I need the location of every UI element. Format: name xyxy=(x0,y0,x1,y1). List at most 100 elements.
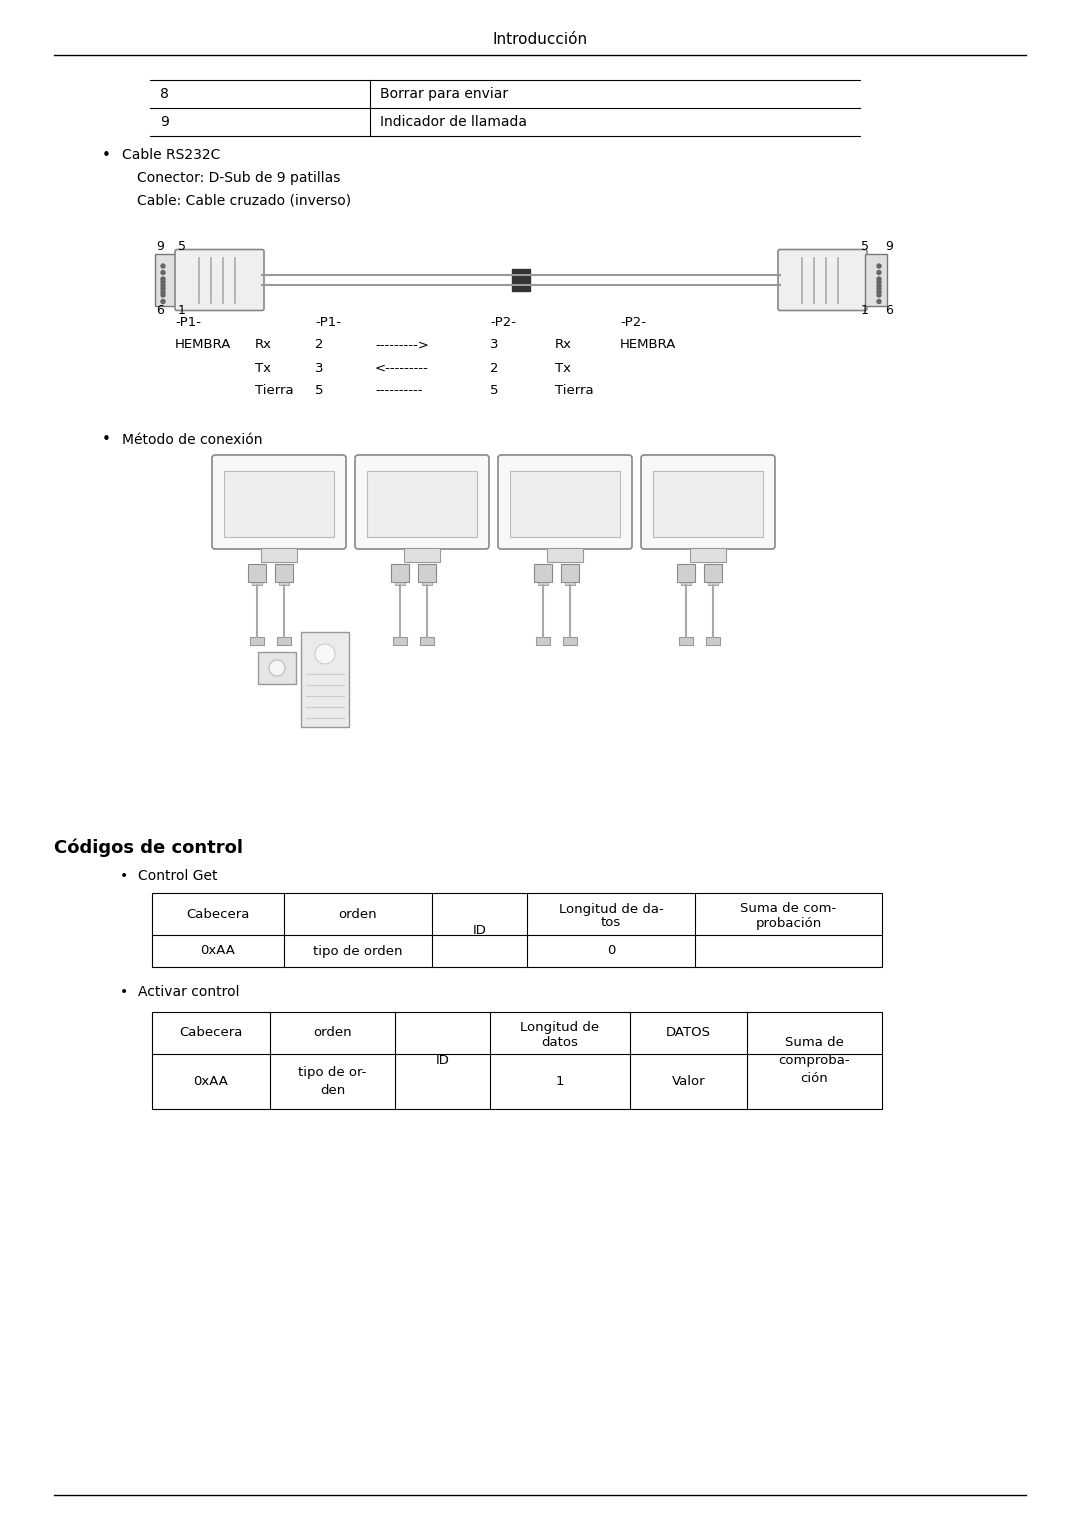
Text: ----------: ---------- xyxy=(375,385,422,397)
Text: Método de conexión: Método de conexión xyxy=(122,434,262,447)
Text: 3: 3 xyxy=(315,362,324,374)
Text: Longitud de da-: Longitud de da- xyxy=(558,902,663,916)
Bar xyxy=(224,470,334,538)
Circle shape xyxy=(877,264,881,269)
Bar xyxy=(679,637,693,644)
FancyBboxPatch shape xyxy=(212,455,346,550)
Text: HEMBRA: HEMBRA xyxy=(620,339,676,351)
Bar xyxy=(536,637,550,644)
Bar xyxy=(367,470,477,538)
Text: 5: 5 xyxy=(315,385,324,397)
Text: Tx: Tx xyxy=(255,362,271,374)
Text: Conector: D-Sub de 9 patillas: Conector: D-Sub de 9 patillas xyxy=(137,171,340,185)
Text: 0xAA: 0xAA xyxy=(201,945,235,957)
Text: -P2-: -P2- xyxy=(490,316,516,328)
Text: Indicador de llamada: Indicador de llamada xyxy=(380,115,527,128)
Text: Rx: Rx xyxy=(555,339,572,351)
Text: Rx: Rx xyxy=(255,339,272,351)
Bar xyxy=(418,563,436,582)
Text: •: • xyxy=(102,432,111,447)
FancyBboxPatch shape xyxy=(498,455,632,550)
Bar xyxy=(677,563,696,582)
Text: DATOS: DATOS xyxy=(666,1026,711,1040)
Text: 1: 1 xyxy=(861,304,869,316)
Bar xyxy=(708,582,718,585)
Text: -P1-: -P1- xyxy=(315,316,341,328)
Text: 9: 9 xyxy=(885,240,893,252)
Bar xyxy=(249,637,264,644)
Text: •: • xyxy=(102,148,111,162)
Text: •: • xyxy=(120,869,129,883)
Bar xyxy=(152,1012,882,1109)
Text: Suma de com-: Suma de com- xyxy=(741,902,837,916)
FancyBboxPatch shape xyxy=(642,455,775,550)
Bar xyxy=(706,637,720,644)
Bar xyxy=(538,582,548,585)
Text: 9: 9 xyxy=(156,240,164,252)
Text: 5: 5 xyxy=(861,240,869,252)
Text: Códigos de control: Códigos de control xyxy=(54,838,243,857)
Bar xyxy=(561,563,579,582)
Text: Cable RS232C: Cable RS232C xyxy=(122,148,220,162)
Bar xyxy=(404,548,440,562)
Circle shape xyxy=(877,284,881,287)
Circle shape xyxy=(877,287,881,290)
Bar xyxy=(395,582,405,585)
Text: 3: 3 xyxy=(490,339,499,351)
Text: 5: 5 xyxy=(490,385,499,397)
Circle shape xyxy=(877,299,881,304)
Text: 9: 9 xyxy=(160,115,168,128)
Text: tipo de or-
den: tipo de or- den xyxy=(298,1066,367,1096)
Bar xyxy=(422,582,432,585)
Text: 6: 6 xyxy=(156,304,164,316)
Text: Cabecera: Cabecera xyxy=(179,1026,243,1040)
Circle shape xyxy=(161,293,165,296)
Circle shape xyxy=(161,287,165,290)
Text: datos: datos xyxy=(541,1035,579,1049)
Circle shape xyxy=(315,644,335,664)
Bar xyxy=(563,637,577,644)
Text: ID: ID xyxy=(435,1054,449,1067)
Bar xyxy=(261,548,297,562)
Text: -P1-: -P1- xyxy=(175,316,201,328)
Text: 2: 2 xyxy=(490,362,499,374)
Bar xyxy=(276,637,291,644)
Circle shape xyxy=(877,293,881,296)
Text: Longitud de: Longitud de xyxy=(521,1022,599,1034)
FancyBboxPatch shape xyxy=(778,249,867,310)
Text: --------->: ---------> xyxy=(375,339,429,351)
Bar xyxy=(653,470,762,538)
Circle shape xyxy=(877,276,881,281)
Text: tos: tos xyxy=(600,916,621,930)
Text: probación: probación xyxy=(755,916,822,930)
Text: Activar control: Activar control xyxy=(138,985,240,999)
Text: Cabecera: Cabecera xyxy=(187,907,249,921)
Text: Suma de
comproba-
ción: Suma de comproba- ción xyxy=(779,1035,850,1086)
Text: Borrar para enviar: Borrar para enviar xyxy=(380,87,508,101)
Text: tipo de orden: tipo de orden xyxy=(313,945,403,957)
Circle shape xyxy=(161,270,165,275)
Bar xyxy=(275,563,293,582)
Circle shape xyxy=(269,660,285,676)
Circle shape xyxy=(161,279,165,284)
Bar xyxy=(546,548,583,562)
Text: -P2-: -P2- xyxy=(620,316,646,328)
Text: 0: 0 xyxy=(607,945,616,957)
Bar xyxy=(510,470,620,538)
Text: Cable: Cable cruzado (inverso): Cable: Cable cruzado (inverso) xyxy=(137,192,351,208)
Text: Tierra: Tierra xyxy=(255,385,294,397)
Text: 1: 1 xyxy=(556,1075,564,1089)
Circle shape xyxy=(877,279,881,284)
Text: ID: ID xyxy=(473,924,486,936)
Text: Control Get: Control Get xyxy=(138,869,217,883)
Text: HEMBRA: HEMBRA xyxy=(175,339,231,351)
Bar xyxy=(279,582,289,585)
Text: 6: 6 xyxy=(885,304,893,316)
Bar xyxy=(248,563,266,582)
Bar xyxy=(252,582,262,585)
Text: Tx: Tx xyxy=(555,362,571,374)
Circle shape xyxy=(161,284,165,287)
Bar xyxy=(865,253,887,305)
Text: orden: orden xyxy=(313,1026,352,1040)
FancyBboxPatch shape xyxy=(355,455,489,550)
